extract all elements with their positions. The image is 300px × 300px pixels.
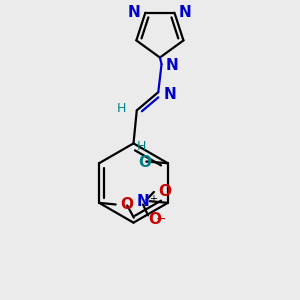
- Text: O: O: [158, 184, 171, 200]
- Text: N: N: [163, 87, 176, 102]
- Text: N: N: [179, 4, 192, 20]
- Text: H: H: [137, 140, 146, 153]
- Text: O: O: [148, 212, 161, 227]
- Text: −: −: [155, 213, 166, 226]
- Text: O: O: [121, 197, 134, 212]
- Text: N: N: [137, 194, 149, 209]
- Text: N: N: [128, 4, 141, 20]
- Text: +: +: [149, 194, 157, 204]
- Text: N: N: [166, 58, 178, 73]
- Text: O: O: [138, 155, 151, 170]
- Text: H: H: [117, 102, 127, 115]
